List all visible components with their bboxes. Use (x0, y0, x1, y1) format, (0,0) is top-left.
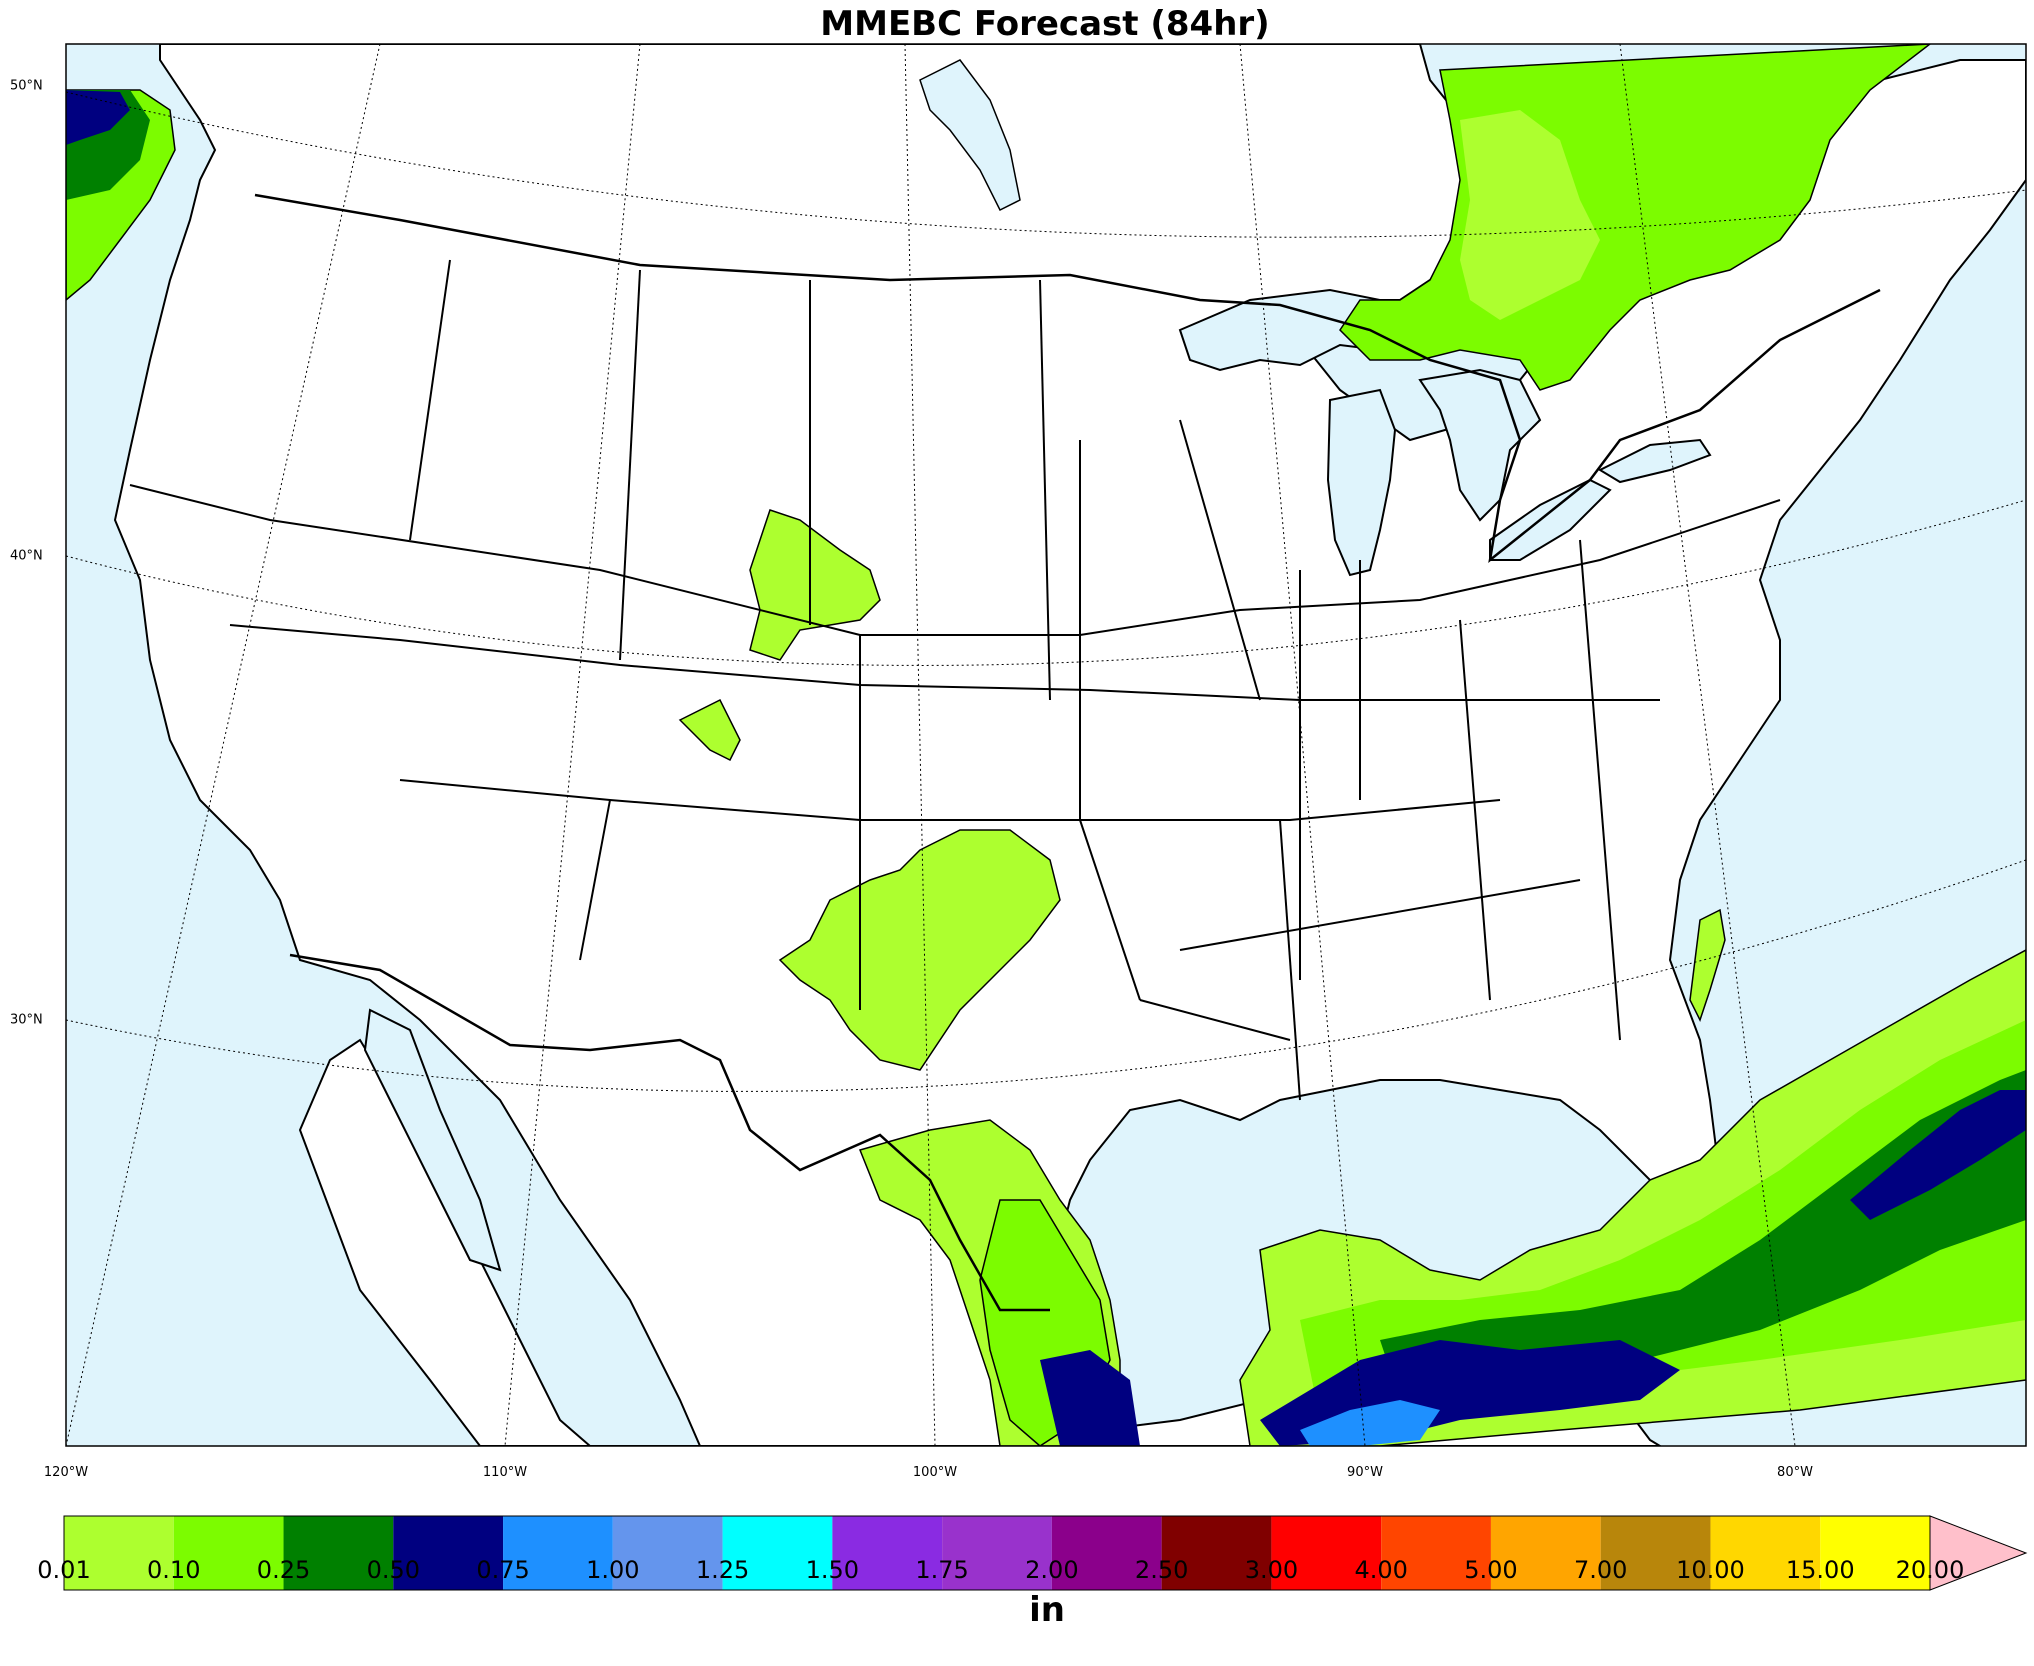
meridian-80 (1619, 44, 1796, 1446)
precip-atlantic-navy (1850, 1090, 2026, 1220)
borders (254, 193, 1881, 1312)
colorbar-units: in (1029, 1590, 1065, 1630)
lake-ontario (1597, 438, 1712, 484)
colorbar-swatch (612, 1516, 723, 1590)
gulf-of-california (363, 1008, 502, 1272)
map-title: MMEBC Forecast (84hr) (820, 4, 1270, 44)
parallel-40 (66, 499, 2026, 666)
colorbar-swatch (1710, 1516, 1821, 1590)
precip-texas (778, 829, 1061, 1071)
colorbar-tick-label: 1.50 (805, 1556, 860, 1584)
colorbar-tick-label: 1.25 (695, 1556, 750, 1584)
colorbar-tick-label: 0.50 (366, 1556, 420, 1584)
lon-label-110w: 110°W (482, 1465, 528, 1480)
colorbar-swatch (1600, 1516, 1711, 1590)
border-us-canada (254, 193, 1881, 564)
colorbar-swatch (1820, 1516, 1930, 1590)
map-frame (65, 43, 2027, 1447)
colorbar-tick-label: 0.25 (256, 1556, 311, 1584)
colorbar-tick-label: 0.10 (147, 1556, 201, 1584)
colorbar-tick-label: 5.00 (1464, 1556, 1518, 1584)
lat-label-50n: 50°N (10, 78, 43, 94)
precip-florida (1689, 908, 1726, 1022)
lon-label-100w: 100°W (912, 1465, 958, 1480)
lake-michigan (1326, 388, 1397, 577)
colorbar-swatch (1381, 1516, 1491, 1590)
meridian-100 (904, 44, 936, 1446)
colorbar-tick-label: 1.75 (915, 1556, 969, 1584)
lake-erie (1489, 478, 1612, 561)
precip-canada-light (1460, 110, 1600, 320)
lon-label-80w: 80°W (1777, 1465, 1813, 1480)
colorbar-frame (63, 1515, 1931, 1591)
lat-label-40n: 40°N (10, 548, 43, 564)
colorbar-tick-label: 0.75 (476, 1556, 530, 1584)
colorbar-swatch (64, 1516, 174, 1590)
colorbar-tick-label: 15.00 (1785, 1556, 1855, 1584)
colorbar-tick-label: 20.00 (1895, 1556, 1965, 1584)
colorbar-swatch (722, 1516, 833, 1590)
precip-fields (66, 44, 2026, 1446)
colorbar-swatches (64, 1516, 1930, 1590)
colorbar-tick-label: 4.00 (1354, 1556, 1408, 1584)
lat-label-30n: 30°N (10, 1012, 43, 1028)
colorbar-tick-label: 2.00 (1025, 1556, 1079, 1584)
lon-label-90w: 90°W (1347, 1465, 1383, 1480)
colorbar-swatch (1271, 1516, 1382, 1590)
border-us-mexico (289, 953, 1050, 1312)
colorbar-swatch (393, 1516, 504, 1590)
precip-colorado (749, 509, 881, 661)
colorbar-tick-label: 7.00 (1573, 1556, 1628, 1584)
lon-label-120w: 120°W (43, 1465, 89, 1480)
colorbar-swatch (1490, 1516, 1601, 1590)
colorbar-swatch (173, 1516, 284, 1590)
precip-newmexico (678, 698, 741, 762)
colorbar-tick-label: 1.00 (586, 1556, 640, 1584)
precip-pacific-navy (66, 90, 130, 145)
colorbar-swatch (1161, 1516, 1272, 1590)
precip-gulf-dkgreen (1380, 1070, 2026, 1400)
graticule (66, 44, 2026, 1446)
colorbar-swatch (832, 1516, 943, 1590)
precip-mexico-navy (1040, 1350, 1140, 1446)
precip-blue (1300, 1400, 1440, 1446)
lake-winnipeg (919, 59, 1021, 212)
colorbar-swatch (503, 1516, 613, 1590)
colorbar-swatch (942, 1516, 1052, 1590)
colorbar-tick-label: 2.50 (1134, 1556, 1189, 1584)
colorbar-swatch (1051, 1516, 1162, 1590)
state-borders (129, 259, 1781, 1101)
colorbar-tick-label: 3.00 (1244, 1556, 1299, 1584)
colorbar-tick-label: 0.01 (37, 1556, 91, 1584)
colorbar-tick-label: 10.00 (1676, 1556, 1745, 1584)
colorbar-swatch (283, 1516, 394, 1590)
